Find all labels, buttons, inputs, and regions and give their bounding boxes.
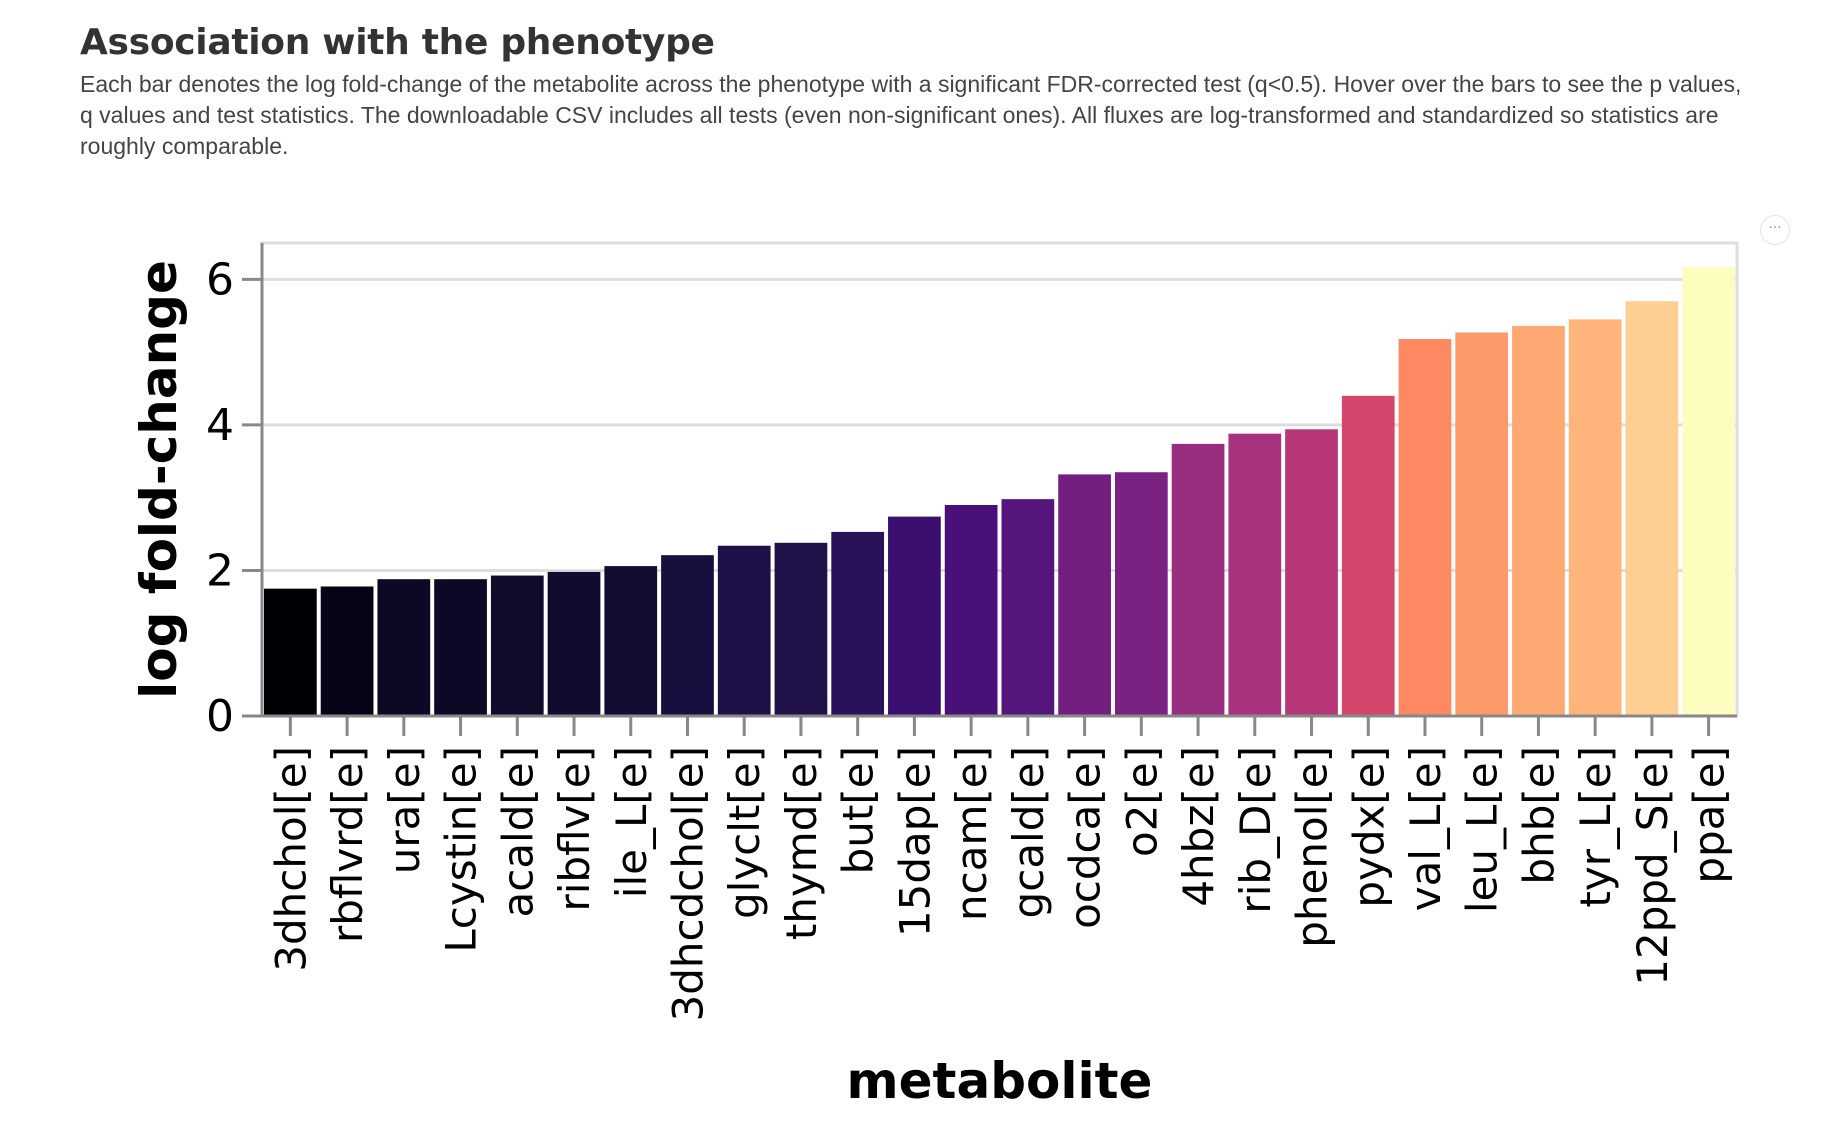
- x-tick-label: acald[e]: [493, 746, 542, 918]
- x-tick-label: ura[e]: [380, 746, 429, 874]
- x-tick-label: ile_L[e]: [607, 746, 656, 898]
- bar[interactable]: [547, 571, 601, 716]
- bar[interactable]: [1228, 433, 1282, 716]
- x-tick-label: ncam[e]: [947, 746, 996, 921]
- y-axis-title: log fold-change: [130, 260, 188, 699]
- x-tick-label: Lcystin[e]: [437, 746, 486, 953]
- bar[interactable]: [377, 579, 431, 716]
- chart-title: Association with the phenotype: [80, 22, 715, 63]
- y-tick-label: 0: [206, 691, 234, 742]
- x-tick-label: bhb[e]: [1514, 746, 1563, 885]
- x-tick-label: gcald[e]: [1004, 746, 1053, 918]
- bar[interactable]: [661, 555, 714, 716]
- bar[interactable]: [1512, 325, 1565, 716]
- bar[interactable]: [264, 588, 317, 716]
- x-tick-label: tyr_L[e]: [1571, 746, 1620, 908]
- chart-header: Association with the phenotype Each bar …: [80, 22, 1780, 162]
- bar[interactable]: [717, 545, 771, 716]
- bar[interactable]: [1114, 472, 1168, 716]
- bar[interactable]: [1568, 319, 1622, 716]
- bar[interactable]: [490, 575, 544, 716]
- x-tick-label: o2[e]: [1117, 746, 1166, 857]
- bar[interactable]: [1001, 499, 1055, 716]
- bar[interactable]: [1171, 443, 1225, 716]
- bar[interactable]: [774, 542, 828, 716]
- ellipsis-icon[interactable]: ···: [1760, 215, 1790, 245]
- x-tick-label: 3dhcdchol[e]: [663, 746, 712, 1021]
- x-tick-label: but[e]: [834, 746, 883, 874]
- bar[interactable]: [1682, 267, 1735, 716]
- bar[interactable]: [888, 516, 941, 716]
- y-tick-label: 6: [206, 254, 234, 305]
- y-tick-label: 2: [206, 545, 234, 596]
- x-tick-label: ocdca[e]: [1061, 746, 1110, 929]
- bar[interactable]: [1341, 395, 1395, 716]
- bar[interactable]: [1398, 339, 1452, 716]
- bar[interactable]: [320, 586, 374, 716]
- x-tick-label: leu_L[e]: [1458, 746, 1507, 913]
- bar[interactable]: [604, 566, 658, 716]
- x-tick-label: rib_D[e]: [1231, 746, 1280, 914]
- x-tick-label: glyclt[e]: [720, 746, 769, 919]
- x-tick-label: 4hbz[e]: [1174, 746, 1223, 907]
- x-tick-label: rbflvrd[e]: [323, 746, 372, 943]
- chart-description: Each bar denotes the log fold-change of …: [80, 71, 1742, 159]
- x-tick-label: 3dhchol[e]: [266, 746, 315, 972]
- x-tick-label: ribflv[e]: [550, 746, 599, 912]
- x-tick-label: phenol[e]: [1288, 746, 1337, 948]
- bar[interactable]: [831, 531, 885, 716]
- bar[interactable]: [1625, 301, 1679, 716]
- x-tick-label: ppa[e]: [1685, 746, 1734, 884]
- x-tick-label: pydx[e]: [1344, 746, 1393, 908]
- bar[interactable]: [944, 504, 998, 716]
- y-tick-label: 4: [206, 400, 234, 451]
- bar[interactable]: [1285, 429, 1338, 716]
- bar[interactable]: [1058, 474, 1111, 716]
- bar[interactable]: [434, 579, 487, 716]
- x-tick-label: 12ppd_S[e]: [1628, 746, 1677, 986]
- x-tick-label: val_L[e]: [1401, 746, 1450, 911]
- x-axis-title: metabolite: [847, 1052, 1153, 1110]
- x-tick-label: thymd[e]: [777, 746, 826, 940]
- x-tick-label: 15dap[e]: [890, 746, 939, 937]
- bar[interactable]: [1455, 332, 1509, 716]
